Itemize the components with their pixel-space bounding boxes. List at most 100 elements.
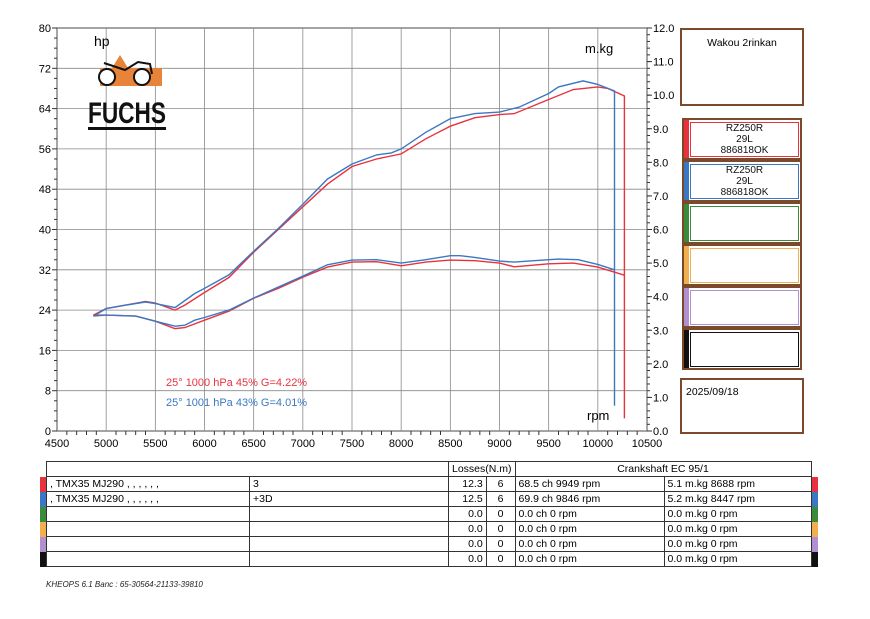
cell-torque: 0.0 m.kg 0 rpm xyxy=(663,536,812,552)
y-right-tick-label: 0.0 xyxy=(653,426,668,438)
x-tick-label: 10500 xyxy=(632,438,663,450)
x-tick-label: 9000 xyxy=(487,438,511,450)
color-marker xyxy=(811,536,818,552)
y-left-tick-label: 56 xyxy=(39,144,51,156)
cell-loss: 0.0 xyxy=(448,536,487,552)
axis-ticks: 4500 5000 5500 6000 6500 7000 7500 8000 8500 9000… xyxy=(39,23,675,450)
color-marker xyxy=(40,506,47,522)
run-label: 29L xyxy=(736,134,753,145)
series-line-3 xyxy=(93,254,615,327)
cell-power: 0.0 ch 0 rpm xyxy=(514,521,665,537)
footer-text: KHEOPS 6.1 Banc : 65-30564-21133-39810 xyxy=(46,580,203,589)
x-tick-label: 9500 xyxy=(536,438,560,450)
run-conditions-red: 25° 1000 hPa 45% G=4.22% xyxy=(166,377,307,389)
run-box xyxy=(682,328,802,370)
x-tick-label: 7000 xyxy=(291,438,315,450)
cell-name: , TMX35 MJ290 , , , , , , xyxy=(46,476,250,492)
color-marker xyxy=(811,491,818,507)
cell-power: 68.5 ch 9949 rpm xyxy=(514,476,665,492)
y-right-tick-label: 2.0 xyxy=(653,359,668,371)
cell-name: , TMX35 MJ290 , , , , , , xyxy=(46,491,250,507)
cell-note xyxy=(249,506,449,522)
series-line-0 xyxy=(93,86,626,419)
cell-n: 0 xyxy=(485,521,516,537)
color-marker xyxy=(40,521,47,537)
y-right-tick-label: 12.0 xyxy=(653,23,674,35)
cell-note xyxy=(249,536,449,552)
cell-name xyxy=(46,521,250,537)
cell-n: 6 xyxy=(485,476,516,492)
y-left-tick-label: 64 xyxy=(39,104,51,116)
color-marker xyxy=(811,506,818,522)
left-axis-label: hp xyxy=(94,33,110,49)
table-row: , TMX35 MJ290 , , , , , , 3 12.3 6 68.5 ch 9… xyxy=(40,476,818,492)
run-label: 29L xyxy=(736,176,753,187)
run-label: RZ250R xyxy=(725,165,764,176)
x-tick-label: 6000 xyxy=(192,438,216,450)
y-right-tick-label: 7.0 xyxy=(653,191,668,203)
crankshaft-header: Crankshaft EC 95/1 xyxy=(514,461,812,477)
cell-n: 0 xyxy=(485,506,516,522)
y-left-tick-label: 8 xyxy=(45,386,51,398)
run-label: RZ250R xyxy=(725,123,764,134)
right-axis-label: m.kg xyxy=(585,41,613,56)
customer-name: Wakou 2rinkan xyxy=(707,37,777,49)
x-axis-label: rpm xyxy=(587,408,609,423)
cell-n: 0 xyxy=(485,536,516,552)
cell-note: 3 xyxy=(249,476,449,492)
x-tick-label: 7500 xyxy=(340,438,364,450)
cell-torque: 5.2 m.kg 8447 rpm xyxy=(663,491,812,507)
color-marker xyxy=(40,476,47,492)
cell-power: 0.0 ch 0 rpm xyxy=(514,551,665,567)
y-left-tick-label: 40 xyxy=(39,225,51,237)
curves xyxy=(93,80,626,419)
cell-power: 69.9 ch 9846 rpm xyxy=(514,491,665,507)
y-right-tick-label: 1.0 xyxy=(653,392,668,404)
table-row: 0.0 0 0.0 ch 0 rpm 0.0 m.kg 0 rpm xyxy=(40,551,818,567)
y-right-tick-label: 10.0 xyxy=(653,90,674,102)
table-row: 0.0 0 0.0 ch 0 rpm 0.0 m.kg 0 rpm xyxy=(40,521,818,537)
cell-torque: 0.0 m.kg 0 rpm xyxy=(663,551,812,567)
y-right-tick-label: 3.0 xyxy=(653,325,668,337)
x-tick-label: 5000 xyxy=(94,438,118,450)
run-box xyxy=(682,286,802,328)
cell-n: 0 xyxy=(485,551,516,567)
color-marker xyxy=(40,491,47,507)
dyno-chart: 4500 5000 5500 6000 6500 7000 7500 8000 8500 9000… xyxy=(39,23,675,450)
cell-torque: 5.1 m.kg 8688 rpm xyxy=(663,476,812,492)
color-marker xyxy=(811,476,818,492)
cell-name xyxy=(46,536,250,552)
color-marker xyxy=(40,536,47,552)
x-tick-label: 6500 xyxy=(241,438,265,450)
y-left-tick-label: 48 xyxy=(39,184,51,196)
test-date: 2025/09/18 xyxy=(686,386,739,398)
cell-torque: 0.0 m.kg 0 rpm xyxy=(663,521,812,537)
table-row: , TMX35 MJ290 , , , , , , +3D 12.5 6 69.9 ch… xyxy=(40,491,818,507)
y-left-tick-label: 72 xyxy=(39,63,51,75)
y-right-tick-label: 9.0 xyxy=(653,124,668,136)
results-table: Losses(N.m) Crankshaft EC 95/1 , TMX35 M… xyxy=(40,461,818,567)
cell-n: 6 xyxy=(485,491,516,507)
run-box xyxy=(682,202,802,244)
cell-loss: 0.0 xyxy=(448,551,487,567)
y-right-tick-label: 4.0 xyxy=(653,292,668,304)
run-box: RZ250R 29L 886818OK xyxy=(682,160,802,202)
grid xyxy=(56,27,648,432)
series-line-2 xyxy=(93,259,625,330)
cell-note xyxy=(249,521,449,537)
table-row: 0.0 0 0.0 ch 0 rpm 0.0 m.kg 0 rpm xyxy=(40,506,818,522)
x-tick-label: 10000 xyxy=(583,438,614,450)
y-left-tick-label: 16 xyxy=(39,345,51,357)
x-tick-label: 8000 xyxy=(389,438,413,450)
run-conditions-blue: 25° 1001 hPa 43% G=4.01% xyxy=(166,397,307,409)
run-label: 886818OK xyxy=(720,187,769,198)
logo-text: FUCHS xyxy=(88,97,166,130)
cell-name xyxy=(46,506,250,522)
x-tick-label: 4500 xyxy=(45,438,69,450)
cell-power: 0.0 ch 0 rpm xyxy=(514,536,665,552)
table-header: Losses(N.m) Crankshaft EC 95/1 xyxy=(40,461,818,477)
y-left-tick-label: 0 xyxy=(45,426,51,438)
y-right-tick-label: 11.0 xyxy=(653,57,674,69)
run-label: 886818OK xyxy=(720,145,769,156)
series-line-1 xyxy=(93,80,616,406)
